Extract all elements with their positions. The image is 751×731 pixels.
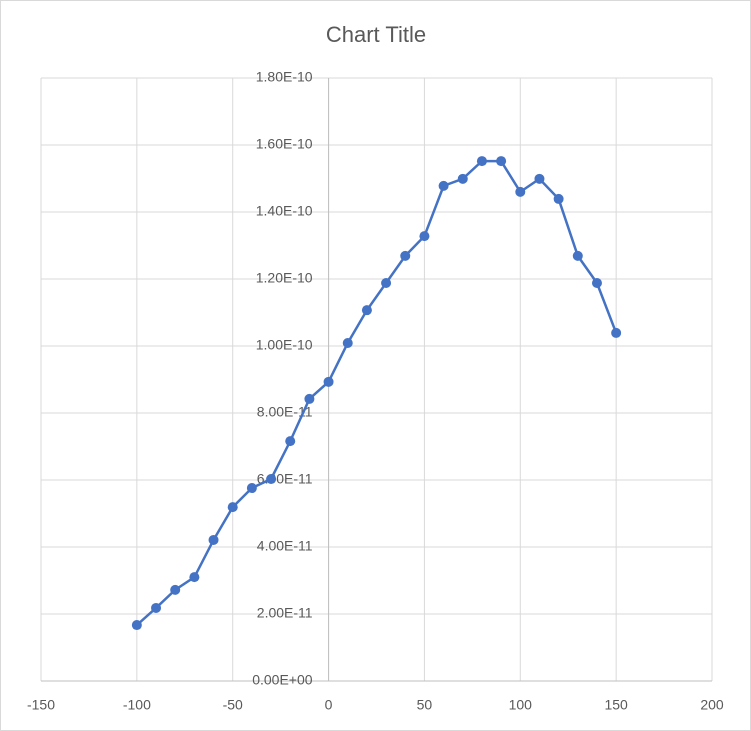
y-tick-label: 1.80E-10	[256, 69, 313, 85]
point	[419, 231, 430, 242]
y-tick-label: 8.00E-11	[257, 404, 313, 420]
point	[246, 483, 257, 494]
point	[170, 584, 181, 595]
point	[131, 620, 142, 631]
point	[476, 156, 487, 167]
y-tick-label: 1.60E-10	[256, 136, 313, 152]
x-tick-label: 0	[325, 697, 333, 713]
point	[323, 376, 334, 387]
point	[515, 186, 526, 197]
point	[151, 602, 162, 613]
point	[361, 305, 372, 316]
point	[553, 193, 564, 204]
point	[457, 173, 468, 184]
point	[591, 278, 602, 289]
y-tick-label: 1.00E-10	[256, 337, 313, 353]
y-tick-label: 1.40E-10	[256, 203, 313, 219]
x-tick-label: -150	[27, 697, 55, 713]
point	[572, 250, 583, 261]
x-tick-label: 100	[509, 697, 533, 713]
point	[342, 337, 353, 348]
y-tick-label: 1.20E-10	[256, 270, 313, 286]
y-tick-label: 4.00E-11	[257, 538, 313, 554]
point	[611, 327, 622, 338]
point	[266, 473, 277, 484]
x-tick-label: -100	[123, 697, 151, 713]
chart-title: Chart Title	[326, 22, 426, 47]
point	[285, 436, 296, 447]
x-tick-label: 150	[604, 697, 628, 713]
x-tick-label: 200	[700, 697, 724, 713]
point	[304, 393, 315, 404]
point	[496, 156, 507, 167]
point	[400, 250, 411, 261]
y-tick-label: 2.00E-11	[257, 605, 313, 621]
y-tick-label: 0.00E+00	[252, 672, 313, 688]
point	[189, 572, 200, 583]
point	[227, 502, 238, 513]
y-tick-label: 6.00E-11	[257, 471, 313, 487]
x-tick-label: -50	[223, 697, 243, 713]
x-tick-label: 50	[417, 697, 433, 713]
point	[438, 180, 449, 191]
point	[208, 534, 219, 545]
point	[534, 173, 545, 184]
point	[381, 278, 392, 289]
